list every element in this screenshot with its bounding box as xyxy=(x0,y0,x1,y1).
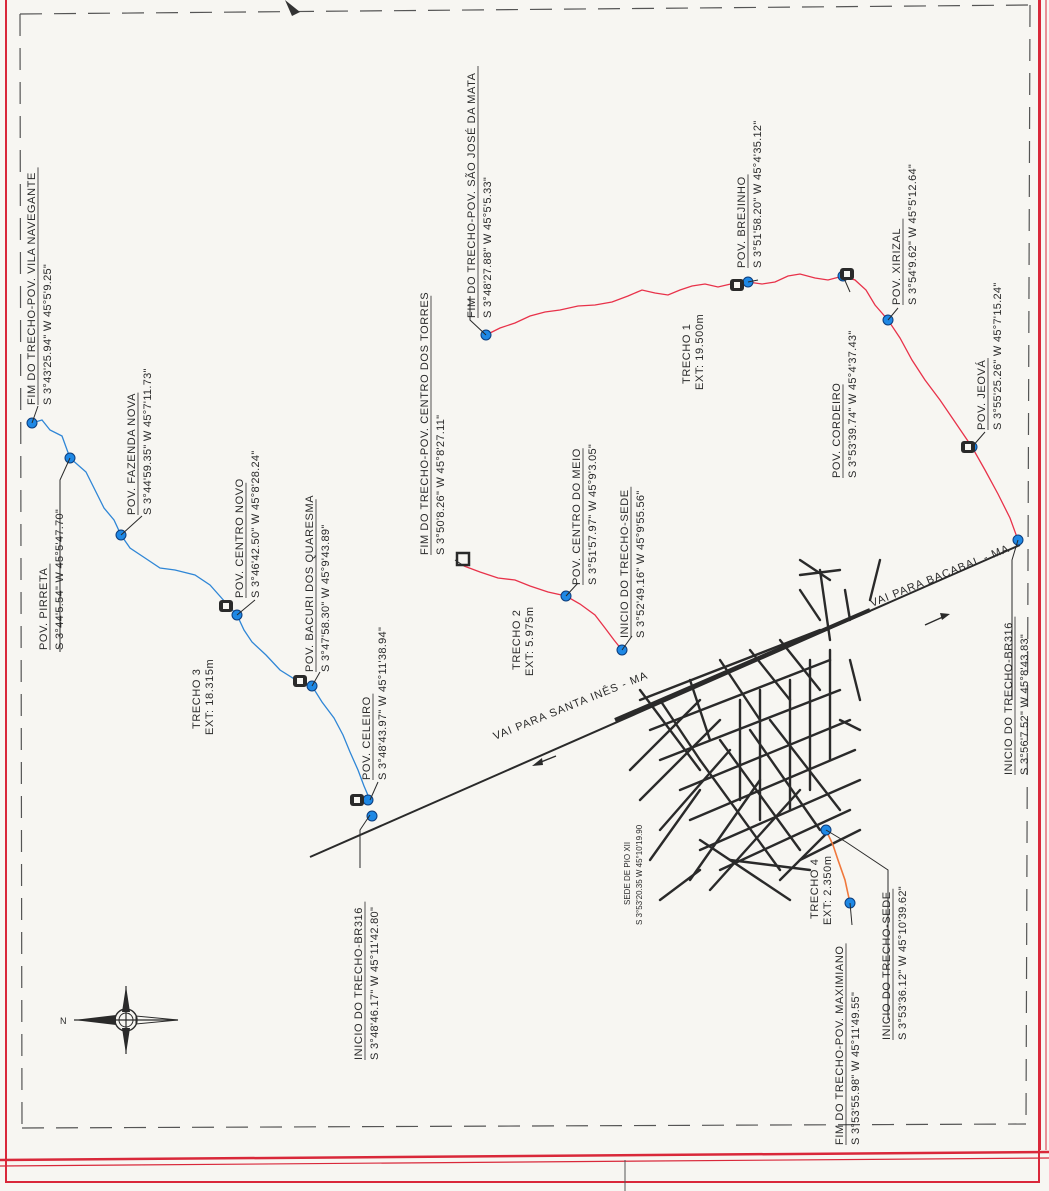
place-coordinates: S 3°53'36.12" W 45°10'39.62" xyxy=(897,886,909,1040)
route-trecho-2 xyxy=(463,565,623,651)
trecho-name: TRECHO 1 xyxy=(681,324,693,384)
label-pirreta: POV. PIRRETA S 3°44'5.54" W 45°5'47.70" xyxy=(38,509,66,650)
trecho-extent: EXT: 18.315m xyxy=(204,659,216,735)
label-xirizal: POV. XIRIZAL S 3°54'9.62" W 45°5'12.64" xyxy=(891,164,919,305)
svg-text:SEDE DE PIO XII: SEDE DE PIO XII xyxy=(623,842,632,905)
label-maximiano: FIM DO TRECHO-POV. MAXIMIANO S 3°53'55.98… xyxy=(834,943,862,1145)
place-name: FIM DO TRECHO-POV. CENTRO DOS TORRES xyxy=(419,292,431,555)
highway-br316 xyxy=(309,544,1021,858)
label-sao-jose-da-mata: FIM DO TRECHO-POV. SÃO JOSÉ DA MATA S 3°4… xyxy=(465,66,494,318)
trecho-extent: EXT: 5.975m xyxy=(524,606,536,676)
label-centro-dos-torres: FIM DO TRECHO-POV. CENTRO DOS TORRES S 3°… xyxy=(419,292,447,555)
place-name: POV. BACURI DOS QUARESMA xyxy=(304,495,316,672)
place-coordinates: S 3°44'5.54" W 45°5'47.70" xyxy=(54,509,66,650)
place-coordinates: S 3°50'8.26" W 45°8'27.11" xyxy=(435,415,447,555)
place-name: INICIO DO TRECHO-BR316 xyxy=(353,907,365,1060)
node-vila-navegante xyxy=(26,417,38,429)
place-name: POV. BREJINHO xyxy=(736,176,748,268)
label-fazenda-nova: POV. FAZENDA NOVA S 3°44'59.35" W 45°7'11… xyxy=(126,368,154,515)
arrow-bacabal-icon xyxy=(924,613,950,626)
place-coordinates: S 3°52'49.16" W 45°9'55.56" xyxy=(635,490,647,638)
label-jeova: POV. JEOVÁ S 3°55'25.26" W 45°7'15.24" xyxy=(975,282,1004,430)
place-coordinates: S 3°53'55.98" W 45°11'49.55" xyxy=(850,992,862,1145)
place-name: INICIO DO TRECHO-BR316 xyxy=(1003,622,1015,775)
place-name: FIM DO TRECHO-POV. VILA NAVEGANTE xyxy=(26,172,38,405)
culvert-icon xyxy=(730,279,744,291)
north-label: N xyxy=(60,1016,67,1026)
culvert-icon xyxy=(961,441,975,453)
trecho-name: TRECHO 4 xyxy=(809,859,821,919)
label-inicio-sede-t4: INICIO DO TRECHO-SEDE S 3°53'36.12" W 45°… xyxy=(881,886,909,1040)
label-brejinho: POV. BREJINHO S 3°51'58.20" W 45°4'35.12" xyxy=(736,120,764,268)
node-inicio-br316-west xyxy=(366,810,378,822)
place-name: INICIO DO TRECHO-SEDE xyxy=(619,489,631,638)
culvert-icon xyxy=(219,600,233,612)
place-name: POV. XIRIZAL xyxy=(891,228,903,305)
dashed-frame xyxy=(19,4,1031,1129)
route-trecho-1 xyxy=(485,273,1019,541)
trecho-name: TRECHO 3 xyxy=(191,669,203,729)
trecho-label-t1: TRECHO 1 EXT: 19.500m xyxy=(681,314,706,390)
trecho-extent: EXT: 19.500m xyxy=(694,314,706,390)
arrow-santa-ines-icon xyxy=(532,755,557,766)
place-name: POV. PIRRETA xyxy=(38,568,50,650)
node-centro-dos-torres xyxy=(455,551,471,567)
place-coordinates: S 3°51'58.20" W 45°4'35.12" xyxy=(752,120,764,268)
city-street-grid xyxy=(628,558,882,902)
place-coordinates: S 3°53'39.74" W 45°4'37.43" xyxy=(847,330,859,478)
svg-text:VAI PARA SANTA INÊS - MA: VAI PARA SANTA INÊS - MA xyxy=(491,669,650,743)
label-inicio-br316-w: INICIO DO TRECHO-BR316 S 3°48'46.17" W 45… xyxy=(353,901,381,1060)
place-name: POV. CENTRO NOVO xyxy=(234,478,246,598)
place-name: INICIO DO TRECHO-SEDE xyxy=(881,891,893,1040)
leader-lines xyxy=(31,275,1019,1020)
place-labels: FIM DO TRECHO-POV. VILA NAVEGANTE S 3°43'… xyxy=(26,66,1031,1145)
place-name: POV. CENTRO DO MEIO xyxy=(571,448,583,585)
place-coordinates: S 3°48'27.88" W 45°5'5.33" xyxy=(482,177,494,318)
label-cordeiro: POV. CORDEIRO S 3°53'39.74" W 45°4'37.43" xyxy=(831,330,859,478)
place-coordinates: S 3°46'42.50" W 45°8'28.24" xyxy=(250,450,262,598)
label-inicio-br316-e: INICIO DO TRECHO-BR316 S 3°56'7.52" W 45°… xyxy=(1003,616,1031,775)
place-coordinates: S 3°43'25.94" W 45°5'9.25" xyxy=(42,264,54,405)
trecho-label-t2: TRECHO 2 EXT: 5.975m xyxy=(511,606,536,676)
trecho-extent: EXT: 2.350m xyxy=(822,855,834,925)
label-centro-do-meio: POV. CENTRO DO MEIO S 3°51'57.97" W 45°9'… xyxy=(571,444,599,585)
place-name: FIM DO TRECHO-POV. SÃO JOSÉ DA MATA xyxy=(465,72,478,318)
trecho-label-t3: TRECHO 3 EXT: 18.315m xyxy=(191,659,216,735)
frame-mark xyxy=(285,0,300,16)
label-centro-novo: POV. CENTRO NOVO S 3°46'42.50" W 45°8'28.… xyxy=(234,450,262,598)
sede-label: SEDE DE PIO XII S 3°53'20.35 W 45°10'19.… xyxy=(623,824,644,925)
label-celeiro: POV. CELEIRO S 3°48'43.97" W 45°11'38.94" xyxy=(361,627,389,780)
road-label-santa-ines: VAI PARA SANTA INÊS - MA xyxy=(491,669,650,743)
label-inicio-sede-t2: INICIO DO TRECHO-SEDE S 3°52'49.16" W 45°… xyxy=(619,486,647,638)
label-vila-navegante: FIM DO TRECHO-POV. VILA NAVEGANTE S 3°43'… xyxy=(26,167,54,405)
place-name: POV. FAZENDA NOVA xyxy=(126,393,138,515)
route-trecho-3 xyxy=(31,419,371,801)
route-trecho-4 xyxy=(825,829,851,904)
culvert-icon xyxy=(840,268,854,280)
road-label-bacabal: VAI PARA BACABAL - MA xyxy=(869,543,1012,610)
place-coordinates: S 3°56'7.52" W 45°8'43.83" xyxy=(1019,634,1031,775)
trecho-label-t4: TRECHO 4 EXT: 2.350m xyxy=(809,855,834,925)
place-coordinates: S 3°48'46.17" W 45°11'42.80" xyxy=(369,907,381,1060)
place-coordinates: S 3°55'25.26" W 45°7'15.24" xyxy=(992,282,1004,430)
trecho-name: TRECHO 2 xyxy=(511,610,523,670)
place-coordinates: S 3°51'57.97" W 45°9'3.05" xyxy=(587,444,599,585)
place-coordinates: S 3°54'9.62" W 45°5'12.64" xyxy=(907,164,919,305)
north-arrow-icon: N xyxy=(60,986,179,1054)
place-name: POV. CORDEIRO xyxy=(831,383,843,478)
svg-text:S 3°53'20.35 W 45°10'19.90: S 3°53'20.35 W 45°10'19.90 xyxy=(635,824,644,925)
culvert-icon xyxy=(293,675,307,687)
culvert-icon xyxy=(350,794,364,806)
place-coordinates: S 3°44'59.35" W 45°7'11.73" xyxy=(142,368,154,515)
place-coordinates: S 3°47'58.30" W 45°9'43.89" xyxy=(320,524,332,672)
place-name: POV. JEOVÁ xyxy=(975,360,988,430)
place-name: FIM DO TRECHO-POV. MAXIMIANO xyxy=(834,945,846,1145)
place-coordinates: S 3°48'43.97" W 45°11'38.94" xyxy=(377,627,389,780)
label-bacuri: POV. BACURI DOS QUARESMA S 3°47'58.30" W … xyxy=(304,495,332,672)
svg-text:VAI PARA BACABAL - MA: VAI PARA BACABAL - MA xyxy=(869,543,1012,610)
place-name: POV. CELEIRO xyxy=(361,696,373,780)
